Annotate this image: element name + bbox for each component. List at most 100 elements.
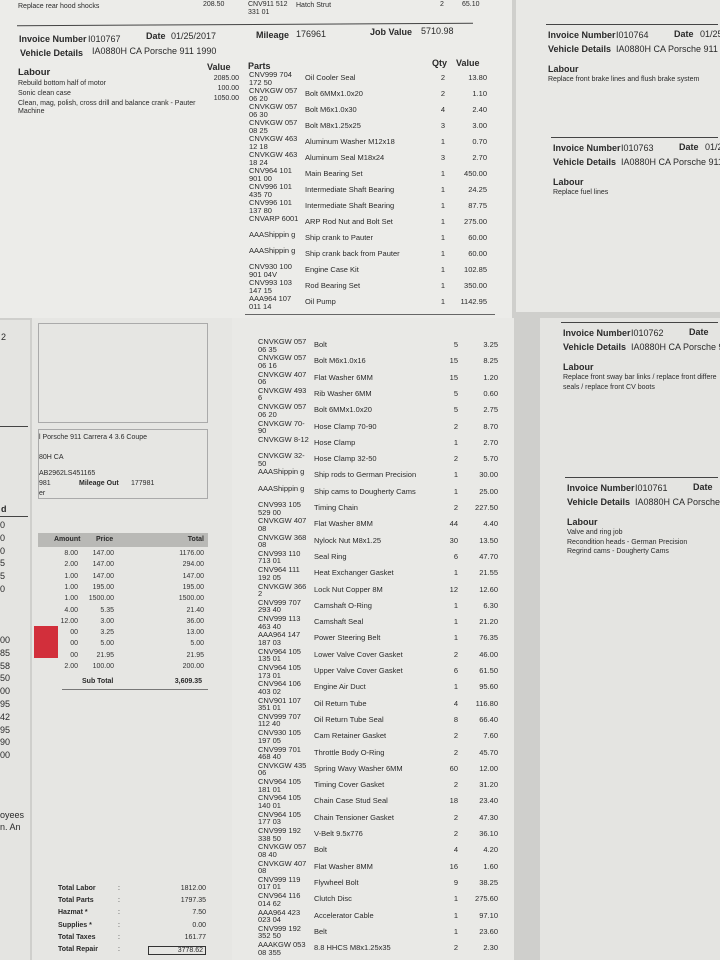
part-code: CNVKGW 057 06 20 (258, 402, 307, 419)
part-row: CNV930 105 197 05 Cam Retainer Gasket 2 7.6… (258, 729, 498, 745)
line-item-row: 12.00 3.00 36.00 (38, 618, 208, 629)
part-value: 47.70 (479, 551, 498, 561)
part-qty: 1 (453, 633, 458, 643)
part-row: CNVKGW 057 08 40 Bolt 4 4.20 (258, 843, 498, 859)
vehicle-model: l Porsche 911 Carrera 4 3.6 Coupe (39, 434, 148, 441)
vehicle-label: Vehicle Details (563, 342, 627, 352)
labour-header: Labour (567, 517, 598, 527)
part-desc: Flat Washer 8MM (314, 861, 373, 871)
part-row: CNVKGW 463 18 24 Aluminum Seal M18x24 3 2.7… (249, 151, 489, 167)
labour-item: Valve and ring job (567, 529, 623, 536)
part-row: CNV999 701 468 40 Throttle Body O-Ring 2 45… (258, 745, 498, 762)
part-qty: 1 (440, 201, 445, 210)
part-row: CNV999 192 338 50 V-Belt 9.5x776 2 36.10 (258, 827, 498, 843)
part-code: AAAShippin g (249, 230, 296, 239)
part-desc: Throttle Body O-Ring (314, 747, 385, 757)
line-total: 195.00 (182, 583, 204, 591)
strip-value: 50 (0, 673, 11, 684)
part-row: AAA964 423 023 04 Accelerator Cable 1 97.10 (258, 908, 498, 925)
part-code: CNV964 105 177 03 (258, 809, 301, 827)
vehicle-label: Vehicle Details (20, 48, 84, 58)
part-value: 97.10 (479, 910, 498, 920)
part-value: 2.30 (483, 943, 498, 953)
part-row: CNVKGW 463 12 18 Aluminum Washer M12x18 1 0… (249, 135, 489, 151)
part-code: CNVKGW 057 06 16 (258, 353, 307, 370)
part-code: CNV999 192 338 50 (258, 826, 301, 843)
job-value-label: Job Value (370, 27, 413, 37)
total-colon: : (118, 897, 120, 905)
part-code: CNV999 704 172 50 (249, 70, 292, 87)
part-value: 450.00 (464, 169, 487, 178)
part-value: 4.40 (483, 519, 498, 529)
part-qty: 2 (453, 829, 458, 838)
part-desc: Bolt M6x1.0x16 (314, 356, 366, 366)
part-value: 60.00 (468, 233, 487, 242)
total-header: Total (187, 536, 204, 543)
strip-value: 95 (0, 699, 11, 709)
part-desc: Power Steering Belt (314, 633, 381, 643)
part-desc: Rod Bearing Set (305, 281, 361, 290)
part-code: AAA964 107 011 14 (249, 294, 292, 311)
line-price: 3.25 (100, 629, 114, 637)
part-qty: 1 (440, 281, 445, 290)
part-code: CNVKGW 407 08 (258, 516, 307, 533)
part-desc: Intermediate Shaft Bearing (305, 185, 395, 194)
line-total: 1500.00 (178, 595, 204, 603)
part-row: CNV964 105 181 01 Timing Cover Gasket 2 31.… (258, 778, 498, 794)
invoice-date: 01/2 (705, 142, 720, 152)
part-value: 116.80 (475, 698, 498, 708)
total-value: 3778.62 (148, 946, 206, 955)
strip-value: 85 (0, 647, 11, 658)
strip-value: 00 (0, 686, 11, 697)
part-code: CNV930 105 197 05 (258, 728, 301, 745)
subtotal-value: 3,609.35 (174, 678, 202, 685)
part-qty: 9 (453, 877, 458, 887)
part-value: 6.30 (483, 600, 498, 610)
part-code: CNVKGW 407 08 (258, 858, 307, 876)
part-desc: Belt (314, 926, 327, 936)
line-item-row: 1.00 147.00 147.00 (38, 573, 208, 584)
labour-value-header: Value (207, 62, 231, 72)
part-value: 0.70 (472, 137, 487, 146)
vehicle-details: IA0880H CA Porsche 9 (635, 497, 720, 507)
part-qty: 1 (440, 249, 445, 258)
part-code: CNVKGW 057 08 40 (258, 842, 307, 859)
part-qty: 8 (453, 714, 458, 724)
part-code: CNV964 105 173 01 (258, 663, 301, 680)
part-row: CNV999 704 172 50 Oil Cooler Seal 2 13.80 (249, 71, 489, 87)
part-desc: Bolt M6x1.0x30 (305, 105, 357, 114)
part-code: CNVKGW 463 12 18 (249, 134, 298, 151)
vehicle-label: Vehicle Details (553, 157, 617, 167)
part-desc: Oil Pump (305, 297, 336, 306)
main-invoice-paper: Replace rear hood shocks 208.50 CNV911 5… (0, 0, 512, 318)
line-item-row: 1.00 1500.00 1500.00 (38, 595, 208, 606)
invoice-date: 01/25/2017 (171, 31, 217, 41)
part-row: CNVKGW 057 08 25 Bolt M8x1.25x25 3 3.00 (249, 119, 489, 135)
vehicle-details: IA0880H CA Porsche 911 1990 (92, 46, 217, 56)
strip-value: 0 (0, 545, 6, 556)
part-qty: 6 (453, 666, 458, 675)
mileage-in: 981 (39, 480, 51, 487)
part-value: 275.60 (475, 894, 498, 904)
part-code: CNVARP 6001 (249, 214, 299, 223)
part-desc: Hose Clamp 32-50 (314, 454, 377, 464)
part-value: 23.60 (479, 926, 498, 936)
part-qty: 1 (453, 894, 458, 904)
invoice-number: I010764 (616, 30, 649, 40)
part-desc: ARP Rod Nut and Bolt Set (305, 217, 393, 226)
part-desc: Flywheel Bolt (314, 877, 359, 887)
part-value: 45.70 (479, 747, 498, 757)
part-desc: Timing Cover Gasket (314, 780, 385, 790)
part-row: CNV999 707 293 40 Camshaft O-Ring 1 6.30 (258, 599, 498, 615)
part-value: 36.10 (479, 829, 498, 838)
part-row: CNV964 116 014 62 Clutch Disc 1 275.60 (258, 892, 498, 908)
invoice-number-label: Invoice Number (553, 143, 621, 153)
part-value: 227.50 (475, 503, 498, 512)
part-value: 95.60 (479, 682, 498, 692)
line-item-row: 1.00 195.00 195.00 (38, 584, 208, 595)
part-code: CNVKGW 368 08 (258, 532, 307, 550)
divider (546, 24, 718, 25)
part-value: 31.20 (479, 780, 498, 790)
part-row: CNVKGW 057 06 16 Bolt M6x1.0x16 15 8.25 (258, 354, 498, 370)
total-label: Total Labor (58, 885, 96, 892)
